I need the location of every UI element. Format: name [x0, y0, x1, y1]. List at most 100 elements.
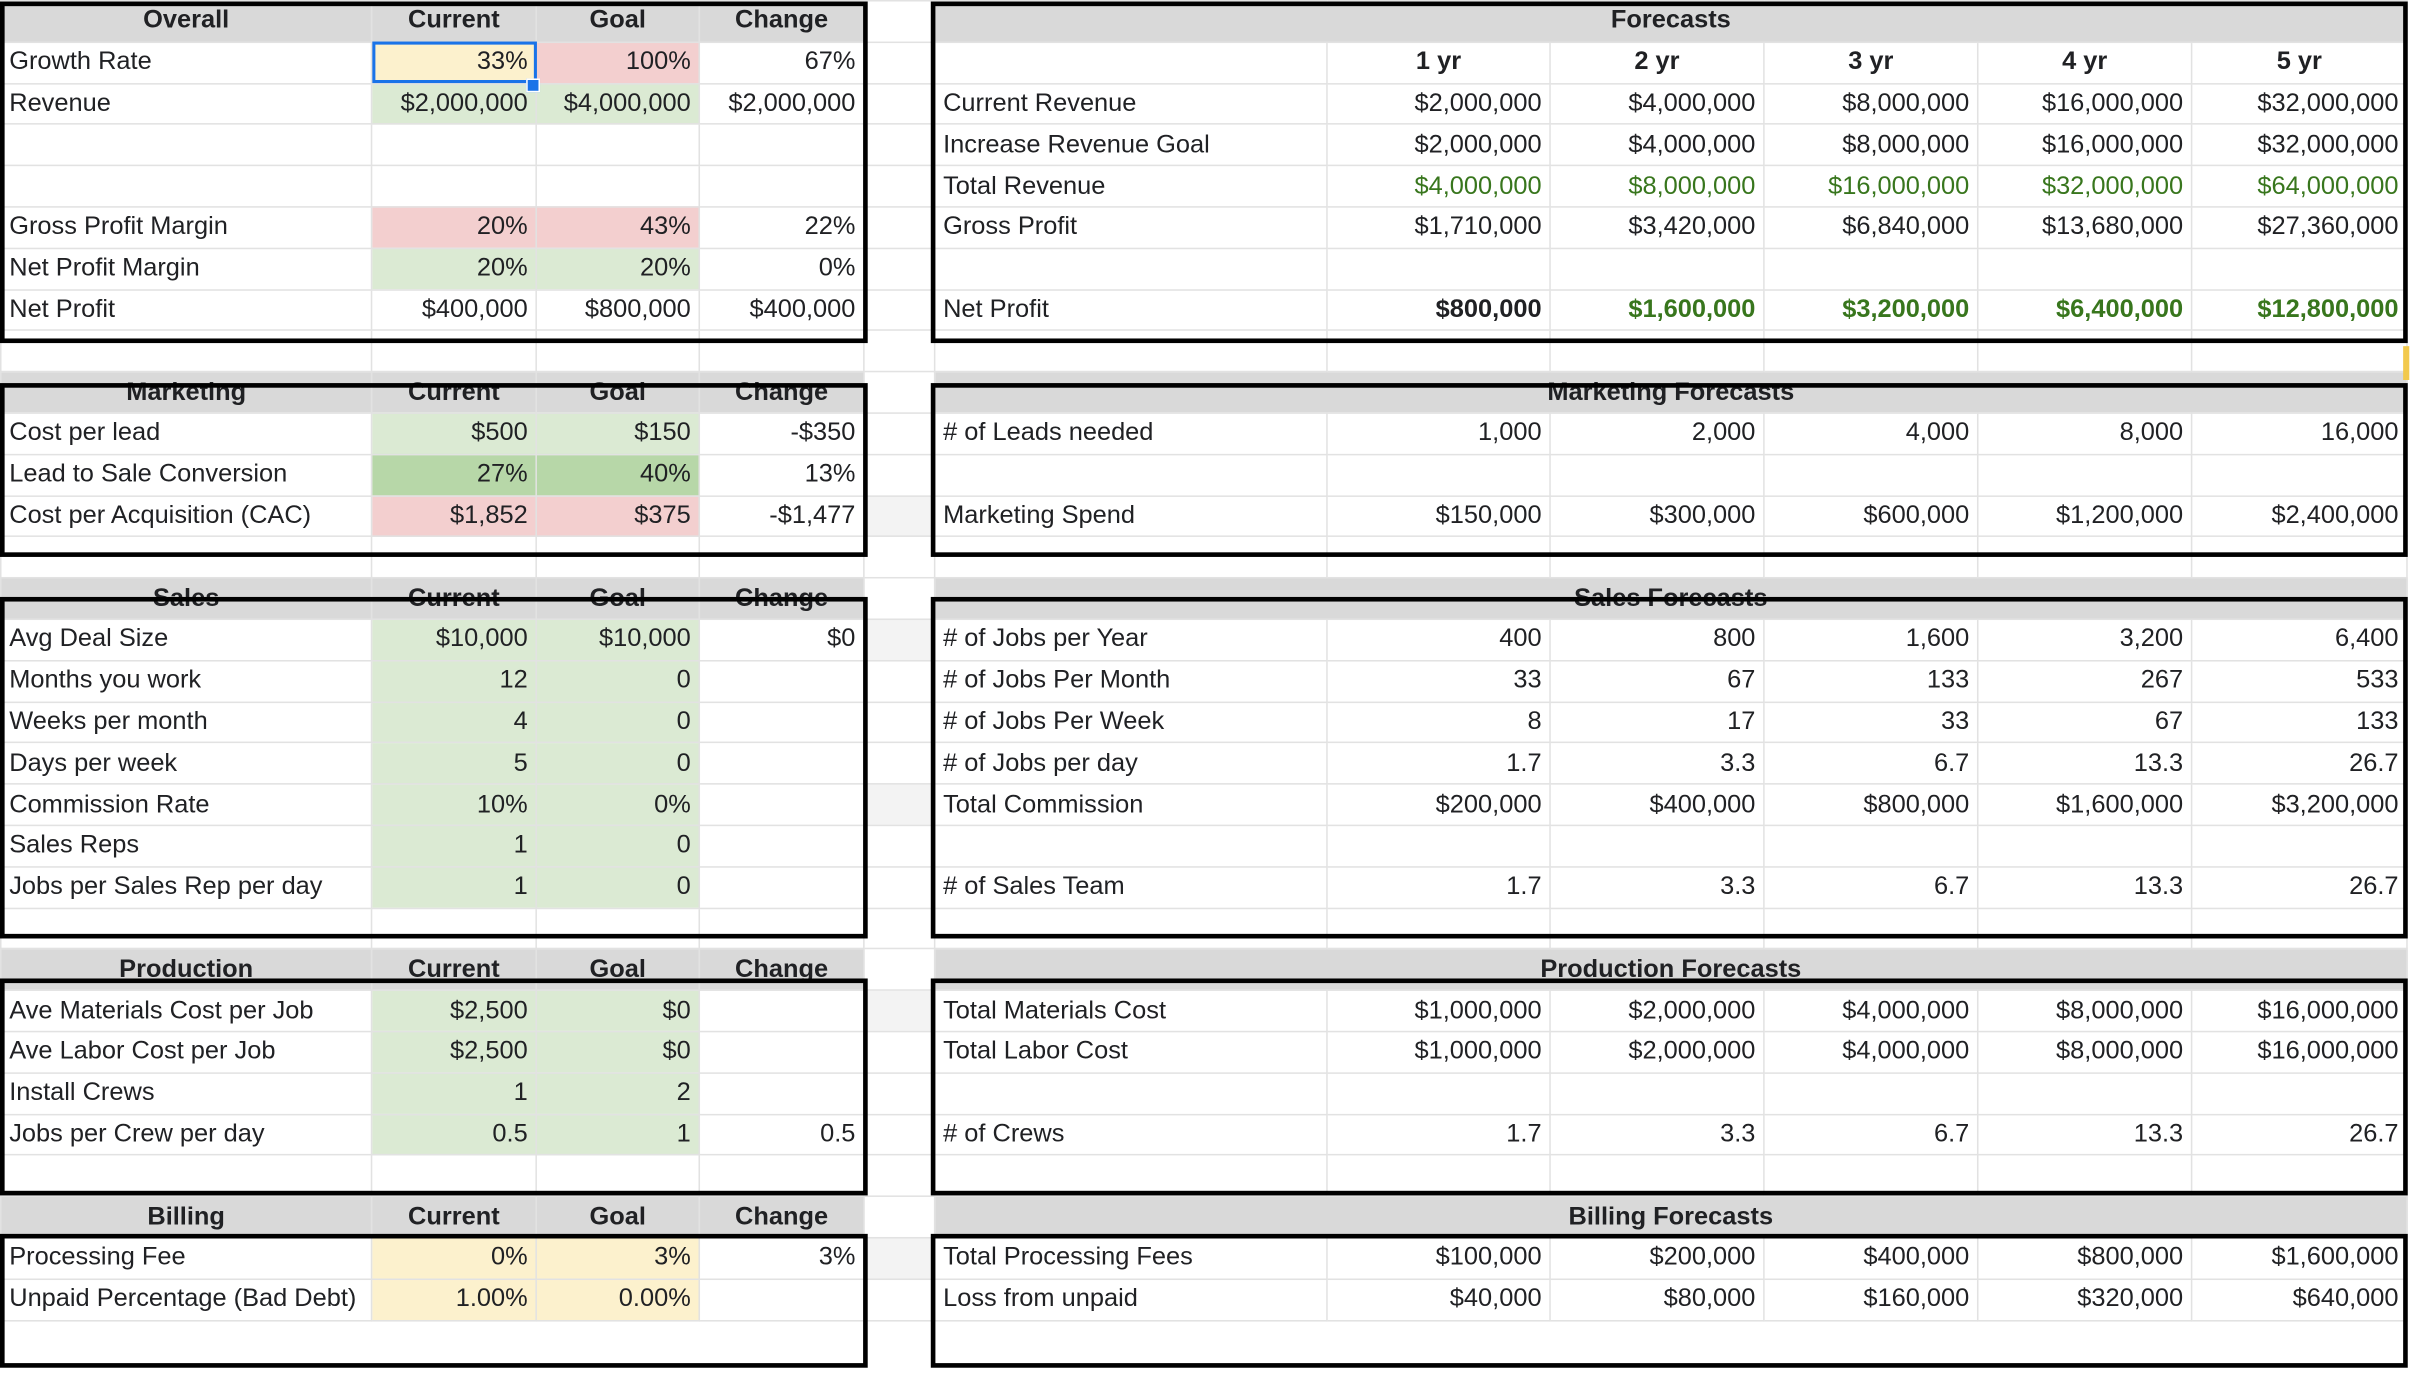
blank-year-3-cell[interactable] [1763, 247, 1979, 291]
spacer-cell[interactable] [863, 989, 936, 1033]
blank-year-4-cell[interactable] [1976, 824, 2193, 868]
current-column-header[interactable]: Current [370, 371, 537, 414]
cost-per-lead-current-cell[interactable]: $500 [370, 412, 537, 456]
increase-revenue-goal-year-3-cell[interactable]: $8,000,000 [1763, 123, 1979, 167]
loss-from-unpaid-year-2-cell[interactable]: $80,000 [1549, 1278, 1765, 1321]
empty-cell[interactable] [698, 329, 865, 373]
empty-cell[interactable] [1976, 535, 2193, 579]
of-sales-team-year-3-cell[interactable]: 6.7 [1763, 865, 1979, 909]
marketing-spend-year-2-cell[interactable]: $300,000 [1549, 494, 1765, 538]
empty-cell[interactable] [1326, 906, 1551, 950]
install-crews-label[interactable]: Install Crews [0, 1071, 373, 1115]
gross-profit-year-2-cell[interactable]: $3,420,000 [1549, 206, 1765, 249]
empty-cell[interactable] [2190, 329, 2408, 373]
spacer-cell[interactable] [863, 123, 936, 167]
empty-cell[interactable] [0, 906, 373, 950]
current-revenue-year-3-cell[interactable]: $8,000,000 [1763, 82, 1979, 126]
of-leads-needed-year-3-cell[interactable]: 4,000 [1763, 412, 1979, 456]
selection-fill-handle[interactable] [526, 78, 541, 93]
cost-per-lead-change-cell[interactable]: -$350 [698, 412, 865, 456]
of-crews-year-3-cell[interactable]: 6.7 [1763, 1113, 1979, 1156]
of-sales-team-year-5-cell[interactable]: 26.7 [2190, 865, 2408, 909]
spacer-cell[interactable] [863, 535, 936, 579]
current-column-header[interactable]: Current [370, 577, 537, 620]
total-processing-fees-year-5-cell[interactable]: $1,600,000 [2190, 1236, 2408, 1280]
jobs-per-sales-rep-per-day-change-cell[interactable] [698, 865, 865, 909]
sales-reps-current-cell[interactable]: 1 [370, 824, 537, 868]
install-crews-current-cell[interactable]: 1 [370, 1071, 537, 1115]
days-per-week-current-cell[interactable]: 5 [370, 742, 537, 785]
spacer-cell[interactable] [863, 948, 936, 991]
empty-cell[interactable] [1549, 329, 1765, 373]
total-revenue-year-3-cell[interactable]: $16,000,000 [1763, 164, 1979, 208]
of-sales-team-year-4-cell[interactable]: 13.3 [1976, 865, 2193, 909]
spacer-cell[interactable] [863, 41, 936, 84]
days-per-week-goal-cell[interactable]: 0 [535, 742, 701, 785]
blank-label[interactable] [933, 247, 1328, 291]
weeks-per-month-label[interactable]: Weeks per month [0, 700, 373, 744]
of-jobs-per-year-label[interactable]: # of Jobs per Year [933, 618, 1328, 662]
spacer-cell[interactable] [863, 164, 936, 208]
lead-to-sale-conversion-change-cell[interactable]: 13% [698, 453, 865, 497]
empty-cell[interactable] [1976, 906, 2193, 950]
total-materials-cost-label[interactable]: Total Materials Cost [933, 989, 1328, 1033]
net-profit-label[interactable]: Net Profit [0, 288, 373, 332]
loss-from-unpaid-year-3-cell[interactable]: $160,000 [1763, 1278, 1979, 1321]
current-column-header[interactable]: Current [370, 0, 537, 43]
blank-year-5-cell[interactable] [2190, 824, 2408, 868]
total-revenue-year-5-cell[interactable]: $64,000,000 [2190, 164, 2408, 208]
lead-to-sale-conversion-current-cell[interactable]: 27% [370, 453, 537, 497]
empty-cell[interactable] [1976, 1154, 2193, 1198]
gross-profit-label[interactable]: Gross Profit [933, 206, 1328, 249]
gross-profit-margin-current-cell[interactable]: 20% [370, 206, 537, 249]
blank-change-cell[interactable] [698, 123, 865, 167]
of-jobs-per-day-year-2-cell[interactable]: 3.3 [1549, 742, 1765, 785]
change-column-header[interactable]: Change [698, 577, 865, 620]
ave-materials-cost-per-job-label[interactable]: Ave Materials Cost per Job [0, 989, 373, 1033]
empty-cell[interactable] [933, 906, 1328, 950]
change-column-header[interactable]: Change [698, 371, 865, 414]
weeks-per-month-change-cell[interactable] [698, 700, 865, 744]
total-revenue-year-1-cell[interactable]: $4,000,000 [1326, 164, 1551, 208]
spacer-cell[interactable] [863, 618, 936, 662]
empty-cell[interactable] [1976, 329, 2193, 373]
gross-profit-year-1-cell[interactable]: $1,710,000 [1326, 206, 1551, 249]
change-column-header[interactable]: Change [698, 1195, 865, 1239]
spacer-cell[interactable] [863, 1154, 936, 1198]
empty-cell[interactable] [370, 329, 537, 373]
total-labor-cost-label[interactable]: Total Labor Cost [933, 1030, 1328, 1074]
spacer-cell[interactable] [863, 412, 936, 456]
unpaid-percentage-bad-debt-goal-cell[interactable]: 0.00% [535, 1278, 701, 1321]
growth-rate-current-cell[interactable]: 33% [370, 41, 537, 84]
cost-per-lead-goal-cell[interactable]: $150 [535, 412, 701, 456]
marketing-forecasts-section-header[interactable]: Marketing Forecasts [933, 371, 2408, 414]
spacer-cell[interactable] [863, 783, 936, 827]
total-processing-fees-year-1-cell[interactable]: $100,000 [1326, 1236, 1551, 1280]
year-header-1[interactable]: 1 yr [1326, 41, 1551, 84]
goal-column-header[interactable]: Goal [535, 948, 701, 991]
processing-fee-current-cell[interactable]: 0% [370, 1236, 537, 1280]
cost-per-acquisition-cac-current-cell[interactable]: $1,852 [370, 494, 537, 538]
empty-cell[interactable] [698, 1154, 865, 1198]
blank-goal-cell[interactable] [535, 123, 701, 167]
total-materials-cost-year-4-cell[interactable]: $8,000,000 [1976, 989, 2193, 1033]
of-leads-needed-label[interactable]: # of Leads needed [933, 412, 1328, 456]
total-revenue-label[interactable]: Total Revenue [933, 164, 1328, 208]
total-commission-year-1-cell[interactable]: $200,000 [1326, 783, 1551, 827]
empty-cell[interactable] [698, 906, 865, 950]
of-jobs-per-day-year-1-cell[interactable]: 1.7 [1326, 742, 1551, 785]
increase-revenue-goal-year-4-cell[interactable]: $16,000,000 [1976, 123, 2193, 167]
commission-rate-current-cell[interactable]: 10% [370, 783, 537, 827]
cost-per-lead-label[interactable]: Cost per lead [0, 412, 373, 456]
ave-labor-cost-per-job-label[interactable]: Ave Labor Cost per Job [0, 1030, 373, 1074]
spacer-cell[interactable] [863, 329, 936, 373]
spacer-cell[interactable] [863, 494, 936, 538]
sales-section-header[interactable]: Sales [0, 577, 373, 620]
forecasts-section-header[interactable]: Forecasts [933, 0, 2408, 43]
blank-year-2-cell[interactable] [1549, 247, 1765, 291]
billing-forecasts-section-header[interactable]: Billing Forecasts [933, 1195, 2408, 1239]
empty-cell[interactable] [535, 906, 701, 950]
production-forecasts-section-header[interactable]: Production Forecasts [933, 948, 2408, 991]
empty-cell[interactable] [1763, 1154, 1979, 1198]
blank-label[interactable] [933, 824, 1328, 868]
